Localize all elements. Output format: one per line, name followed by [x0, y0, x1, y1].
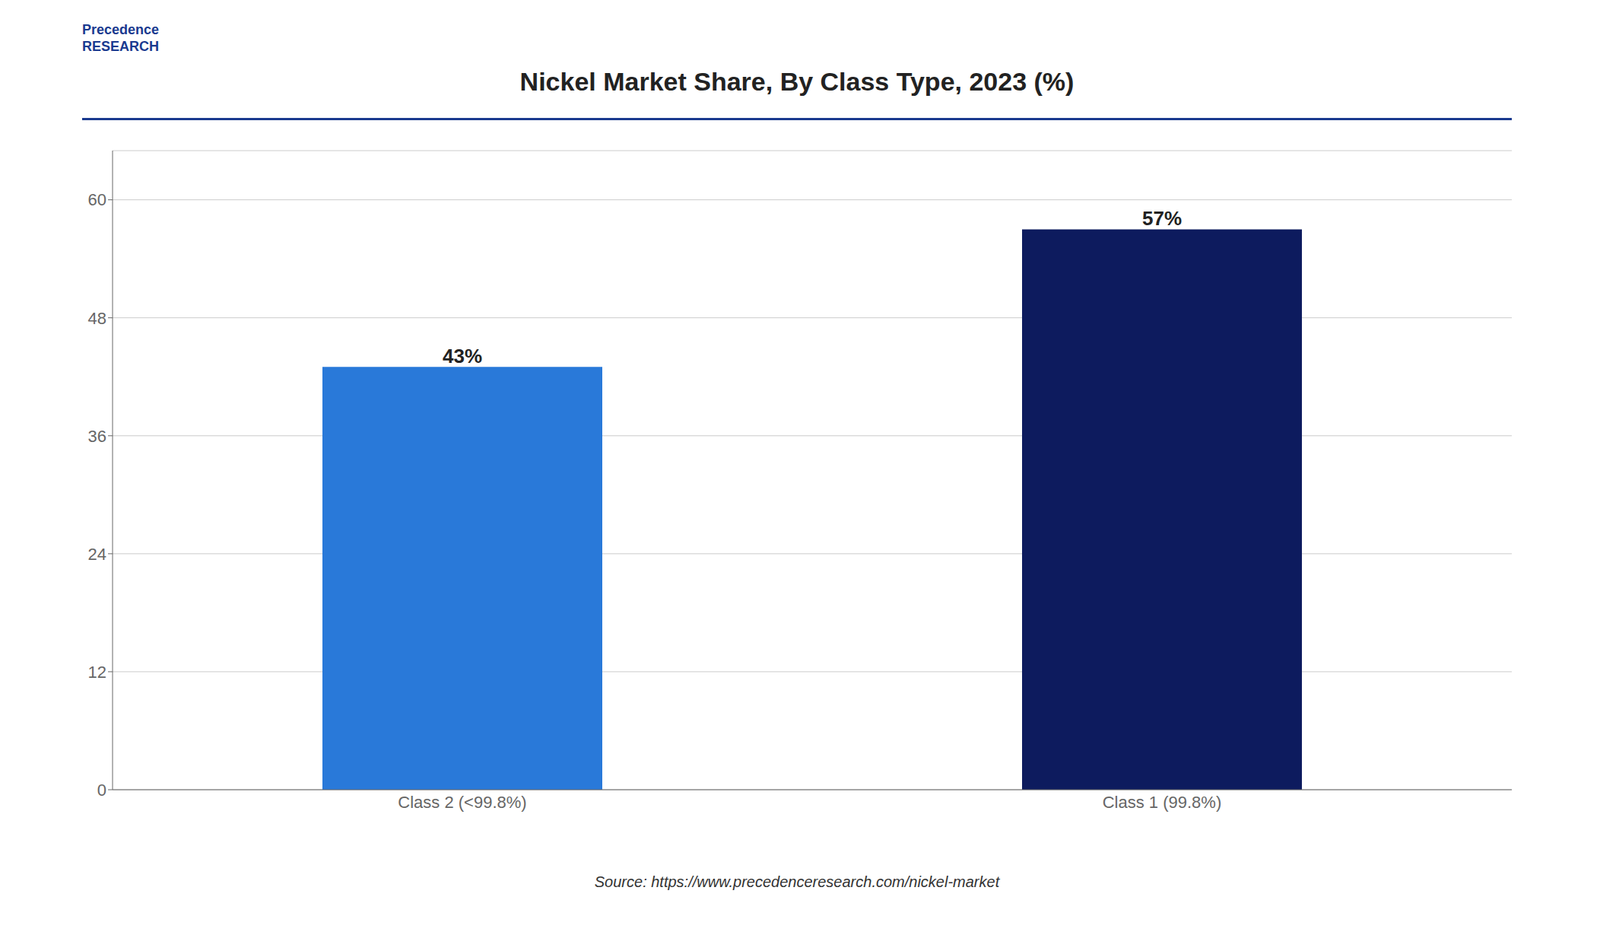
- html-text:Source: https://www.precedence: Source: https://www.precedenceresearch.c…: [594, 873, 1000, 890]
- svg-text:Class 2 (<99.8%): Class 2 (<99.8%): [397, 792, 527, 812]
- svg-text:12: 12: [88, 662, 107, 682]
- svg-text:24: 24: [88, 544, 107, 564]
- svg-text:43%: 43%: [442, 344, 483, 368]
- svg-text:0: 0: [97, 780, 107, 800]
- svg-text:Class 1 (99.8%): Class 1 (99.8%): [1102, 792, 1223, 812]
- html-text:Precedence: Precedence: [82, 22, 160, 38]
- svg-text:60: 60: [88, 190, 107, 210]
- svg-text:36: 36: [88, 426, 107, 446]
- svg-text:48: 48: [88, 308, 107, 328]
- html-text:RESEARCH: RESEARCH: [82, 38, 159, 54]
- html-text:Nickel Market Share, By Class: Nickel Market Share, By Class Type, 2023…: [519, 66, 1075, 96]
- svg-text:57%: 57%: [1142, 206, 1182, 230]
